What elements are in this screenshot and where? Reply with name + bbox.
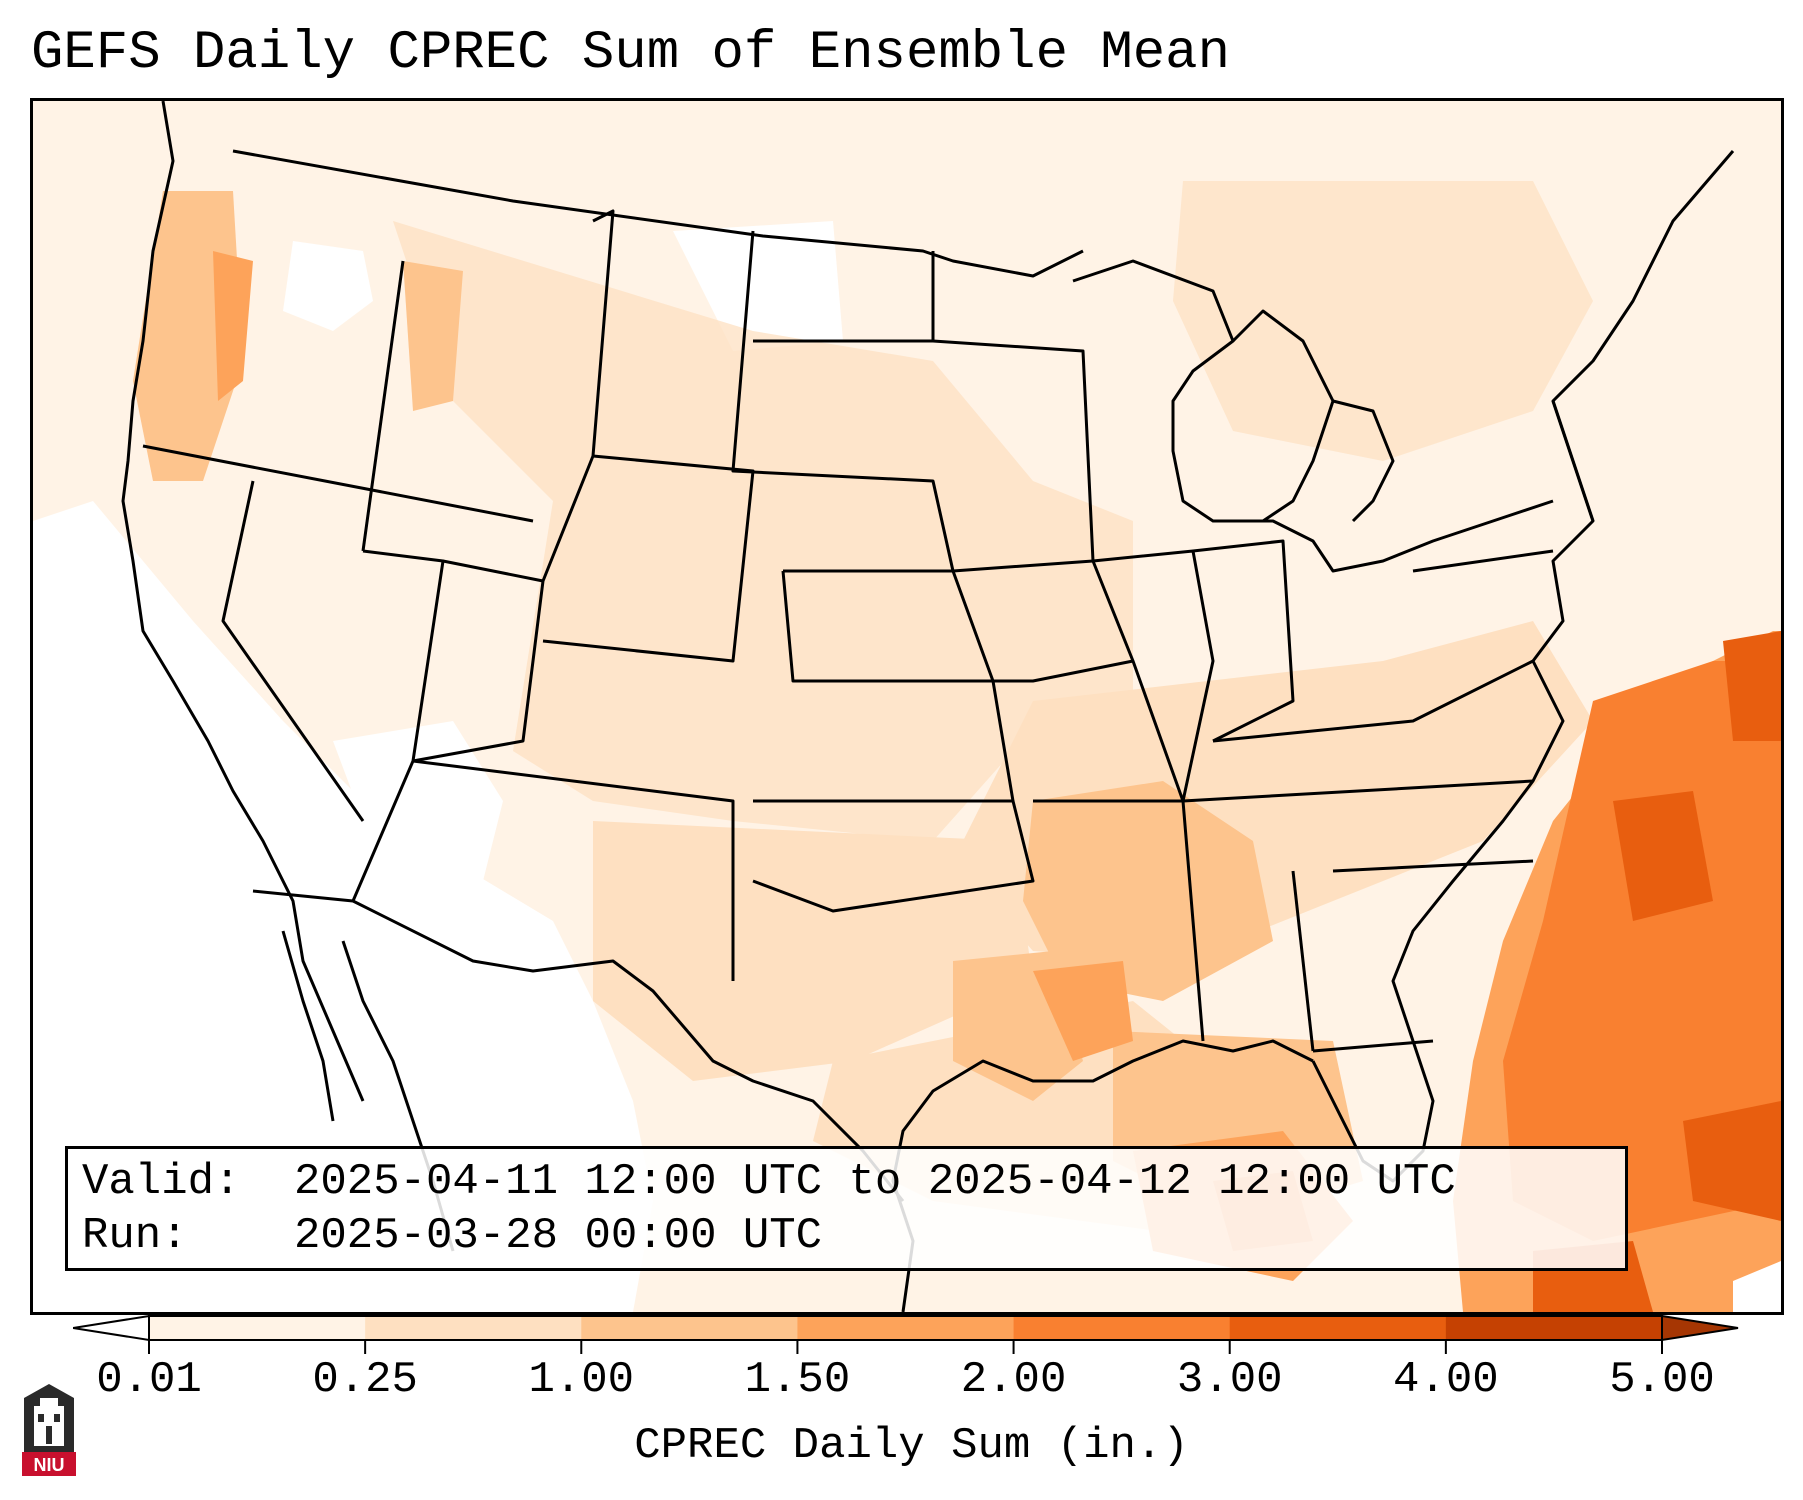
run-label: Run: xyxy=(82,1211,188,1261)
logo-text: NIU xyxy=(34,1455,65,1475)
precip-moderate-deep-south xyxy=(1023,781,1273,1001)
state-line-id xyxy=(361,260,405,552)
state-line-nv-ca xyxy=(221,480,365,822)
dry-area-washington xyxy=(283,241,373,331)
tick-label-2: 1.00 xyxy=(528,1355,635,1405)
colorbar-bin-4 xyxy=(1013,1316,1231,1340)
precip-very-heavy-atlantic xyxy=(1503,661,1781,1241)
state-line-nv-az xyxy=(351,549,445,902)
precipitation-map xyxy=(30,98,1784,1315)
state-line-ut xyxy=(412,559,545,763)
valid-run-info-box: Valid: 2025-04-11 12:00 UTC to 2025-04-12… xyxy=(65,1146,1628,1271)
colorbar-bin-6 xyxy=(1445,1316,1663,1340)
precip-shading xyxy=(33,101,1781,1312)
state-line-al-ga xyxy=(1291,870,1315,1052)
precip-extreme-bahamas xyxy=(1683,1101,1781,1221)
colorbar-ticks xyxy=(148,1340,1663,1354)
precip-light-canada xyxy=(1173,181,1593,461)
great-lakes-shoreline xyxy=(1072,259,1554,573)
lake-huron-shoreline xyxy=(1332,399,1395,523)
state-line-fl-ga xyxy=(1312,1039,1434,1053)
precip-light-texas xyxy=(593,821,1033,1081)
valid-row: Valid: 2025-04-11 12:00 UTC to 2025-04-12… xyxy=(82,1155,1611,1209)
run-row: Run: 2025-03-28 00:00 UTC xyxy=(82,1209,1611,1263)
state-line-mo xyxy=(993,560,1135,683)
valid-value: 2025-04-11 12:00 UTC to 2025-04-12 12:00… xyxy=(294,1157,1456,1207)
dry-area-dakota xyxy=(673,221,843,351)
state-line-pa xyxy=(1412,549,1554,573)
mexico-border xyxy=(252,889,905,1202)
colorbar-bin-3 xyxy=(797,1316,1015,1340)
state-line-in-oh xyxy=(1192,539,1295,743)
map-title: GEFS Daily CPREC Sum of Ensemble Mean xyxy=(31,23,1230,84)
colorbar-bin-5 xyxy=(1229,1316,1447,1340)
colorbar-bin-1 xyxy=(365,1316,582,1340)
precip-moderate-idaho xyxy=(403,261,463,411)
state-line-ky-va xyxy=(1212,659,1534,743)
precip-extreme-atlantic-1 xyxy=(1613,791,1713,921)
colorbar xyxy=(73,1314,1739,1354)
colorbar-outline xyxy=(148,1315,1663,1341)
state-line-ok xyxy=(752,799,1035,913)
tick-label-6: 4.00 xyxy=(1393,1355,1499,1405)
precip-heavy-mississippi xyxy=(1033,961,1133,1061)
valid-label: Valid: xyxy=(82,1157,241,1207)
pacific-coastline xyxy=(121,101,365,1102)
colorbar-bins xyxy=(149,1316,1663,1340)
state-line-tn-nc xyxy=(1182,779,1534,803)
state-line-dakotas xyxy=(731,230,955,573)
boundaries xyxy=(121,101,1735,1312)
baja-peninsula xyxy=(281,930,335,1122)
state-line-ga-sc xyxy=(1332,859,1534,873)
map-canvas xyxy=(33,101,1781,1312)
tick-label-3: 1.50 xyxy=(744,1355,851,1405)
precip-heavy-oregon-coast xyxy=(213,251,253,401)
colorbar-label: CPREC Daily Sum (in.) xyxy=(634,1421,1189,1471)
state-line-az-nm xyxy=(412,759,735,981)
state-line-or-ca xyxy=(142,444,534,523)
colorbar-bin-0 xyxy=(149,1316,366,1340)
colorbar-under-arrow xyxy=(73,1314,150,1342)
tick-label-0: 0.01 xyxy=(96,1355,202,1405)
state-line-new-england xyxy=(1551,400,1595,522)
precip-light-plains xyxy=(393,221,1133,841)
tick-label-5: 3.00 xyxy=(1176,1355,1283,1405)
state-line-ms-al xyxy=(1181,800,1205,1042)
state-line-mn-ia xyxy=(932,339,1095,573)
dry-area-arizona xyxy=(333,721,503,921)
niu-tower-logo-icon: NIU xyxy=(22,1384,76,1476)
tick-label-1: 0.25 xyxy=(312,1355,418,1405)
colorbar-over-arrow xyxy=(1661,1314,1739,1342)
tick-label-7: 5.00 xyxy=(1609,1355,1715,1405)
canada-border-west xyxy=(232,149,1084,278)
tick-label-4: 2.00 xyxy=(960,1355,1067,1405)
state-line-il xyxy=(1092,549,1215,802)
projection-edge xyxy=(1733,1261,1781,1312)
precip-extreme-atlantic-2 xyxy=(1723,631,1781,741)
run-value: 2025-03-28 00:00 UTC xyxy=(294,1211,823,1261)
colorbar-bin-2 xyxy=(581,1316,798,1340)
state-line-mt xyxy=(591,209,615,457)
